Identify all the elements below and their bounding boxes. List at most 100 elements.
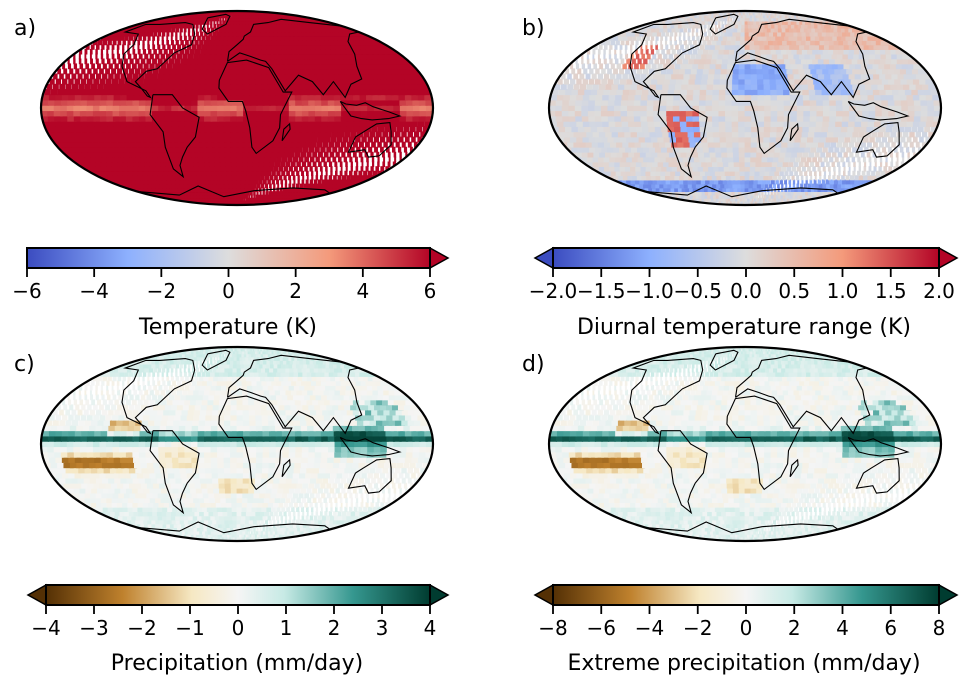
map-cell xyxy=(215,49,223,55)
map-cell xyxy=(628,141,639,148)
map-cell xyxy=(181,23,186,29)
map-cell xyxy=(331,131,339,138)
map-cell xyxy=(223,115,232,122)
map-cell xyxy=(925,120,933,127)
map-cell xyxy=(149,136,159,143)
map-cell xyxy=(807,166,811,172)
map-cell xyxy=(249,131,258,138)
map-cell xyxy=(346,141,352,148)
map-cell xyxy=(145,120,156,127)
map-cell xyxy=(577,68,582,75)
map-cell xyxy=(919,78,931,85)
map-cell xyxy=(826,53,837,60)
map-cell xyxy=(203,40,209,46)
map-cell xyxy=(236,35,244,41)
map-cell xyxy=(119,99,128,106)
map-cell xyxy=(163,156,174,163)
map-cell xyxy=(419,110,428,117)
map-cell xyxy=(748,179,755,185)
map-cell xyxy=(118,78,125,85)
map-cell xyxy=(145,115,155,122)
map-cell xyxy=(831,151,837,158)
map-cell xyxy=(334,141,341,148)
map-cell xyxy=(590,89,598,96)
map-cell xyxy=(689,73,697,80)
map-cell xyxy=(760,53,769,60)
map-cell xyxy=(605,83,612,90)
map-cell xyxy=(223,83,232,90)
map-cell xyxy=(355,166,359,172)
map-cell xyxy=(688,40,692,46)
map-cell xyxy=(295,104,304,112)
map-cell xyxy=(755,197,759,202)
map-cell xyxy=(230,104,239,112)
map-cell xyxy=(74,78,81,85)
map-cell xyxy=(138,73,145,80)
map-cell xyxy=(366,156,369,163)
map-cell xyxy=(226,191,233,196)
map-cell xyxy=(869,78,880,85)
map-cell xyxy=(709,170,719,176)
map-cell xyxy=(744,156,752,163)
map-cell xyxy=(233,20,239,25)
map-cell xyxy=(236,175,243,181)
map-cell xyxy=(256,31,265,37)
map-cell xyxy=(116,131,127,138)
map-cell xyxy=(799,44,809,50)
map-cell xyxy=(821,126,829,133)
map-cell xyxy=(638,78,646,85)
map-cell xyxy=(809,115,818,122)
map-cell xyxy=(319,89,330,96)
map-cell xyxy=(640,110,649,117)
map-cell xyxy=(422,89,433,96)
map-cell xyxy=(800,156,807,163)
map-cell xyxy=(232,12,235,16)
map-cell xyxy=(231,170,239,176)
map-cell xyxy=(147,27,154,33)
map-cell xyxy=(80,136,92,143)
map-cell xyxy=(178,63,185,70)
map-cell xyxy=(557,136,570,143)
map-cell xyxy=(217,14,222,19)
map-cell xyxy=(105,110,115,117)
map-cell xyxy=(94,94,102,101)
map-cell xyxy=(311,136,318,143)
map-cell xyxy=(747,194,752,199)
map-cell xyxy=(86,78,93,85)
map-cell xyxy=(349,156,353,163)
map-cell xyxy=(669,40,673,46)
map-cell xyxy=(814,63,825,70)
map-cell xyxy=(808,89,818,96)
map-cell xyxy=(784,170,789,176)
map-cell xyxy=(868,110,877,117)
map-cell xyxy=(651,136,661,143)
map-cell xyxy=(232,14,237,19)
map-cell xyxy=(299,187,306,193)
map-cell xyxy=(732,68,741,75)
map-cell xyxy=(217,94,226,101)
map-cell xyxy=(826,131,834,138)
map-cell xyxy=(399,104,409,112)
map-cell xyxy=(166,31,170,37)
map-cell xyxy=(206,141,215,148)
map-cell xyxy=(712,94,721,101)
map-cell xyxy=(314,115,323,122)
map-cell xyxy=(195,151,205,158)
map-cell xyxy=(744,161,752,167)
map-cell xyxy=(172,151,183,158)
map-cell xyxy=(266,170,272,176)
map-cell xyxy=(744,187,750,193)
map-cell xyxy=(666,120,676,127)
map-cell xyxy=(858,161,861,167)
map-cell xyxy=(744,136,753,143)
map-cell xyxy=(682,156,693,163)
map-cell xyxy=(303,183,308,189)
map-cell xyxy=(135,58,140,65)
map-cell xyxy=(210,35,215,41)
map-cell xyxy=(236,99,245,106)
map-cell xyxy=(550,120,561,127)
map-cell xyxy=(89,126,100,133)
map-cell xyxy=(119,35,125,41)
map-cell xyxy=(281,58,291,65)
map-cell xyxy=(779,151,786,158)
